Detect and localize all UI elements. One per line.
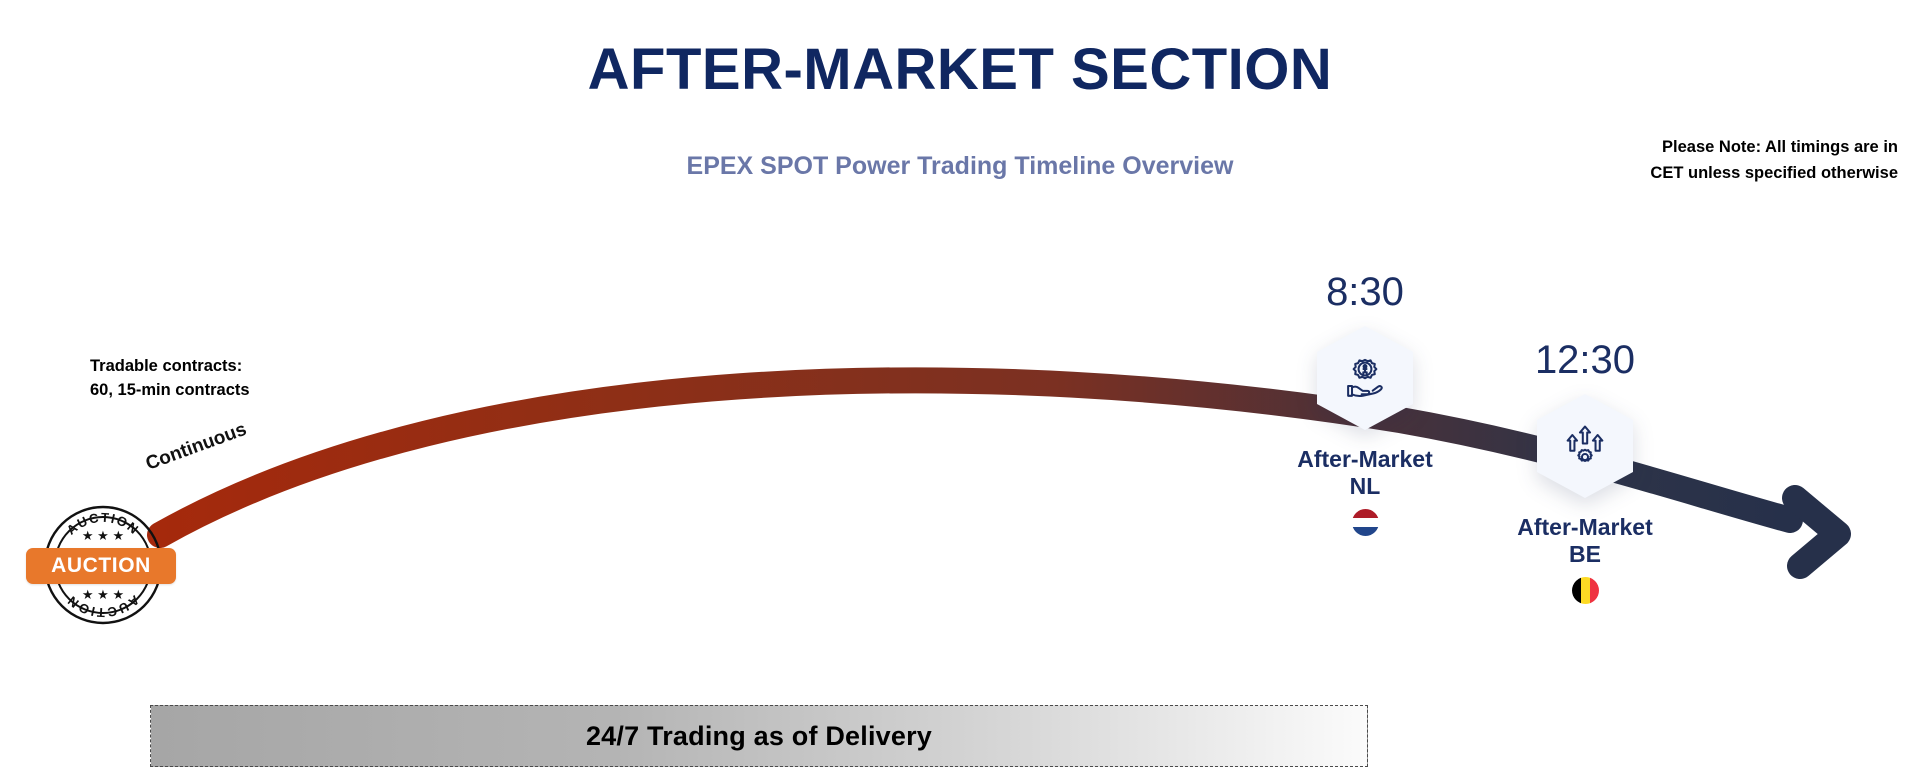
auction-banner-label: AUCTION	[26, 548, 176, 584]
milestone-be-label-line-1: After-Market	[1517, 514, 1653, 540]
timing-note-line-2: CET unless specified otherwise	[1650, 163, 1898, 182]
auction-stamp-stars-bottom: ★ ★ ★	[82, 587, 124, 602]
timeline-curve-path	[147, 367, 1803, 548]
delivery-trading-bar: 24/7 Trading as of Delivery	[150, 705, 1368, 767]
milestone-be-label: After-Market BE	[1455, 514, 1715, 568]
timeline-arrow-head	[1782, 485, 1851, 579]
tradable-contracts-note: Tradable contracts: 60, 15-min contracts	[90, 355, 250, 403]
flag-netherlands-icon	[1351, 509, 1379, 537]
milestone-nl-time: 8:30	[1326, 270, 1404, 314]
tradable-contracts-line-2: 60, 15-min contracts	[90, 380, 250, 399]
page-title: AFTER-MARKET SECTION	[587, 37, 1333, 102]
milestone-nl-label: After-Market NL	[1235, 446, 1495, 500]
timeline-curve-graphic	[147, 367, 1851, 579]
timing-note: Please Note: All timings are in CET unle…	[1568, 135, 1898, 186]
milestone-nl-label-line-2: NL	[1349, 473, 1381, 500]
arrows-up-gear-icon	[1566, 425, 1604, 462]
flag-belgium-icon	[1571, 577, 1599, 605]
timeline-stage: AUCTION AUCTION ★ ★ ★ ★ ★ ★ AUCTION Trad…	[26, 270, 1851, 630]
hand-holding-gear-person-icon	[1347, 358, 1383, 398]
hexagon-shape	[1537, 394, 1633, 498]
milestone-be-badge	[1537, 394, 1633, 498]
milestone-after-market-be[interactable]: 12:30 After-Market BE	[1455, 338, 1715, 605]
milestone-nl-label-line-1: After-Market	[1297, 446, 1433, 472]
page-subtitle: EPEX SPOT Power Trading Timeline Overvie…	[686, 152, 1234, 180]
tradable-contracts-line-1: Tradable contracts:	[90, 357, 243, 375]
auction-stamp-stars-top: ★ ★ ★	[82, 528, 124, 543]
milestone-be-time: 12:30	[1534, 338, 1636, 382]
milestone-nl-badge	[1317, 326, 1413, 430]
milestone-after-market-nl[interactable]: 8:30 After-Market NL	[1235, 270, 1495, 537]
milestone-be-label-line-2: BE	[1569, 541, 1601, 568]
timing-note-line-1: Please Note: All timings are in	[1662, 138, 1898, 156]
auction-stamp: AUCTION AUCTION ★ ★ ★ ★ ★ ★ AUCTION	[26, 500, 176, 630]
delivery-trading-bar-label: 24/7 Trading as of Delivery	[585, 720, 933, 751]
